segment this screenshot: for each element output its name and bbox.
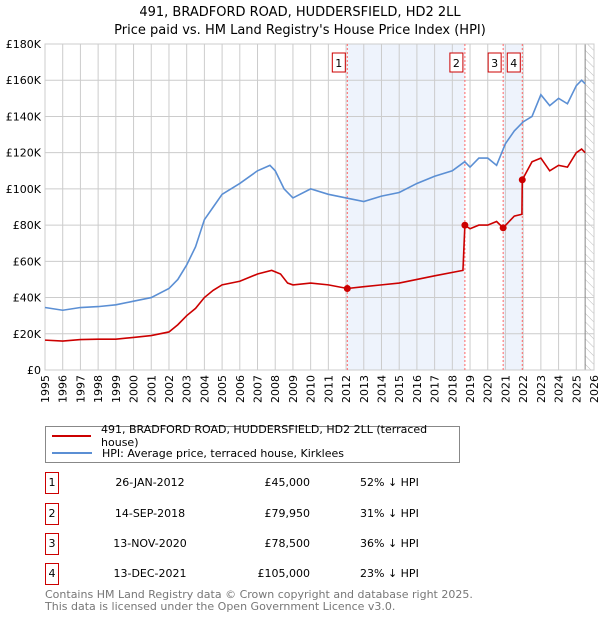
legend-item-property: 491, BRADFORD ROAD, HUDDERSFIELD, HD2 2L… bbox=[52, 423, 459, 449]
sale-marker-label: 2 bbox=[453, 57, 460, 70]
forecast-hatch bbox=[585, 44, 594, 370]
x-tick-label: 2017 bbox=[429, 375, 442, 403]
sale-hpi-delta: 23% ↓ HPI bbox=[360, 567, 419, 580]
x-tick-label: 2011 bbox=[322, 375, 335, 403]
sale-marker-box bbox=[449, 52, 464, 73]
sale-marker-label: 1 bbox=[335, 57, 342, 70]
x-tick-label: 2014 bbox=[375, 375, 388, 403]
x-tick-label: 1998 bbox=[92, 375, 105, 403]
x-tick-label: 1997 bbox=[74, 375, 87, 403]
x-tick-label: 2023 bbox=[535, 375, 548, 403]
chart-subtitle: Price paid vs. HM Land Registry's House … bbox=[114, 23, 486, 38]
x-tick-label: 2005 bbox=[216, 375, 229, 403]
legend-swatch-hpi bbox=[52, 452, 92, 454]
sale-date: 13-DEC-2021 bbox=[113, 567, 187, 580]
legend-label-hpi: HPI: Average price, terraced house, Kirk… bbox=[102, 446, 345, 460]
x-tick-label: 2026 bbox=[588, 375, 600, 403]
x-tick-label: 2020 bbox=[482, 375, 495, 403]
x-tick-label: 2000 bbox=[128, 375, 141, 403]
sale-price: £105,000 bbox=[257, 567, 311, 580]
sale-row: 4 13-DEC-2021 £105,000 23% ↓ HPI bbox=[45, 563, 445, 587]
sale-row: 1 26-JAN-2012 £45,000 52% ↓ HPI bbox=[45, 472, 445, 496]
legend-swatch-property bbox=[52, 435, 92, 437]
y-tick-label: £140K bbox=[6, 110, 42, 123]
sale-number: 2 bbox=[45, 503, 59, 525]
sale-number: 1 bbox=[45, 472, 59, 494]
x-tick-label: 2013 bbox=[358, 375, 371, 403]
sale-point bbox=[343, 285, 351, 292]
y-tick-label: £120K bbox=[6, 147, 42, 160]
x-tick-label: 1995 bbox=[39, 375, 52, 403]
sale-marker-box bbox=[506, 52, 521, 73]
y-tick-label: £40K bbox=[13, 292, 42, 305]
x-tick-label: 2001 bbox=[145, 375, 158, 403]
x-tick-label: 2009 bbox=[287, 375, 300, 403]
shaded-range bbox=[347, 44, 465, 370]
footer-licence: This data is licensed under the Open Gov… bbox=[45, 600, 396, 613]
shaded-range bbox=[503, 44, 523, 370]
x-tick-label: 2002 bbox=[163, 375, 176, 403]
sale-price: £79,950 bbox=[264, 507, 311, 520]
chart-title: 491, BRADFORD ROAD, HUDDERSFIELD, HD2 2L… bbox=[139, 5, 461, 20]
legend-label-property: 491, BRADFORD ROAD, HUDDERSFIELD, HD2 2L… bbox=[101, 423, 428, 449]
x-tick-label: 2004 bbox=[198, 375, 211, 403]
price-chart: 1995 1996 1997 1998 1999 2000 2001 2002 2003 2004… bbox=[6, 38, 600, 403]
sale-row: 2 14-SEP-2018 £79,950 31% ↓ HPI bbox=[45, 503, 445, 527]
property-price-line bbox=[44, 148, 586, 342]
sale-marker-label: 4 bbox=[510, 57, 517, 70]
sale-date: 26-JAN-2012 bbox=[115, 476, 185, 489]
x-tick-label: 1996 bbox=[57, 375, 70, 403]
sale-number: 4 bbox=[45, 563, 59, 585]
sale-price: £78,500 bbox=[264, 537, 311, 550]
y-tick-label: £180K bbox=[6, 38, 42, 51]
sale-marker-label: 3 bbox=[491, 57, 498, 70]
hpi-line bbox=[44, 79, 586, 312]
y-tick-label: £160K bbox=[6, 74, 42, 87]
y-tick-label: £60K bbox=[13, 255, 42, 268]
x-tick-label: 2003 bbox=[181, 375, 194, 403]
x-tick-label: 2015 bbox=[393, 375, 406, 403]
x-tick-label: 2025 bbox=[570, 375, 583, 403]
y-tick-label: £80K bbox=[13, 219, 42, 232]
legend: 491, BRADFORD ROAD, HUDDERSFIELD, HD2 2L… bbox=[45, 423, 460, 463]
sale-point bbox=[499, 224, 507, 232]
plot-frame bbox=[44, 43, 595, 371]
sale-hpi-delta: 31% ↓ HPI bbox=[360, 507, 419, 520]
footer-copyright: Contains HM Land Registry data © Crown c… bbox=[45, 588, 473, 601]
x-tick-label: 2021 bbox=[499, 375, 512, 403]
x-tick-label: 2006 bbox=[234, 375, 247, 403]
sale-hpi-delta: 36% ↓ HPI bbox=[360, 537, 419, 550]
sale-point bbox=[461, 221, 469, 229]
sale-number: 3 bbox=[45, 533, 59, 555]
x-tick-label: 2010 bbox=[305, 375, 318, 403]
x-tick-label: 2018 bbox=[446, 375, 459, 403]
sale-date: 14-SEP-2018 bbox=[114, 507, 186, 520]
y-tick-label: £100K bbox=[6, 183, 42, 196]
x-tick-label: 2019 bbox=[464, 375, 477, 403]
x-tick-label: 2007 bbox=[252, 375, 265, 403]
sale-point bbox=[518, 176, 526, 184]
y-tick-label: £20K bbox=[13, 328, 42, 341]
sale-marker-box bbox=[487, 52, 502, 73]
x-tick-label: 2008 bbox=[269, 375, 282, 403]
sale-price: £45,000 bbox=[264, 476, 311, 489]
sale-date: 13-NOV-2020 bbox=[113, 537, 187, 550]
x-tick-label: 2012 bbox=[340, 375, 353, 403]
y-tick-label: £0 bbox=[27, 364, 41, 377]
legend-item-hpi: HPI: Average price, terraced house, Kirk… bbox=[52, 445, 344, 461]
x-tick-label: 2016 bbox=[411, 375, 424, 403]
x-tick-label: 1999 bbox=[110, 375, 123, 403]
x-tick-label: 2022 bbox=[517, 375, 530, 403]
x-tick-label: 2024 bbox=[553, 375, 566, 403]
sale-hpi-delta: 52% ↓ HPI bbox=[360, 476, 419, 489]
sale-row: 3 13-NOV-2020 £78,500 36% ↓ HPI bbox=[45, 533, 445, 557]
sale-marker-box bbox=[331, 52, 346, 73]
